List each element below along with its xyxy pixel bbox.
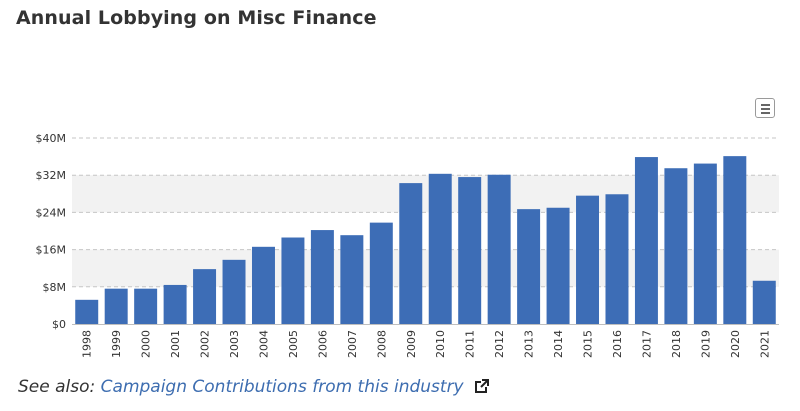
y-tick-label: $32M <box>36 169 67 182</box>
y-tick-label: $8M <box>43 281 67 294</box>
bar <box>752 280 776 324</box>
bar <box>487 174 511 324</box>
y-tick-label: $16M <box>36 244 67 257</box>
x-tick-label: 2002 <box>199 330 212 358</box>
bar <box>723 156 747 324</box>
campaign-contributions-link-text: Campaign Contributions from this industr… <box>100 377 464 397</box>
page-title: Annual Lobbying on Misc Finance <box>16 7 377 29</box>
hamburger-menu-icon-line <box>761 108 770 110</box>
bar <box>222 259 246 324</box>
hamburger-menu-icon-line <box>761 112 770 114</box>
bar <box>75 299 99 324</box>
y-tick-label: $40M <box>36 132 67 145</box>
x-tick-label: 2010 <box>434 330 447 358</box>
x-tick-label: 2004 <box>257 330 270 358</box>
x-tick-label: 2012 <box>493 330 506 358</box>
campaign-contributions-link[interactable]: Campaign Contributions from this industr… <box>100 377 490 397</box>
bar <box>369 222 393 324</box>
hamburger-menu-icon <box>761 104 770 106</box>
x-tick-label: 2020 <box>729 330 742 358</box>
x-tick-label: 2007 <box>346 330 359 358</box>
bar <box>634 157 658 324</box>
x-tick-label: 2019 <box>699 330 712 358</box>
x-tick-label: 2001 <box>169 330 182 358</box>
x-tick-label: 2003 <box>228 330 241 358</box>
x-tick-label: 2014 <box>552 330 565 358</box>
chart-menu-button[interactable] <box>755 98 775 118</box>
x-tick-label: 2008 <box>375 330 388 358</box>
bar <box>310 230 334 324</box>
x-tick-label: 2005 <box>287 330 300 358</box>
x-tick-label: 1998 <box>81 330 94 358</box>
bar <box>576 195 600 324</box>
bar <box>193 269 217 324</box>
x-tick-label: 2021 <box>758 330 771 358</box>
bar <box>251 246 275 324</box>
bar <box>399 183 423 324</box>
bar <box>605 194 629 324</box>
external-link-icon[interactable] <box>475 379 490 393</box>
x-tick-label: 2009 <box>405 330 418 358</box>
bar <box>546 207 570 324</box>
bar <box>517 209 541 324</box>
plot-band <box>72 175 779 213</box>
x-tick-label: 2011 <box>464 330 477 358</box>
bar <box>428 173 452 324</box>
see-also-line: See also: Campaign Contributions from th… <box>18 377 490 397</box>
bar <box>340 235 364 324</box>
bar <box>163 284 187 324</box>
bar <box>664 168 688 324</box>
x-tick-label: 2015 <box>582 330 595 358</box>
x-tick-label: 2013 <box>523 330 536 358</box>
see-also-prefix: See also: <box>18 377 96 397</box>
bar <box>134 288 158 324</box>
plot-band <box>72 249 779 287</box>
x-tick-label: 2016 <box>611 330 624 358</box>
bar <box>693 163 717 324</box>
bar <box>104 288 128 324</box>
x-tick-label: 2006 <box>316 330 329 358</box>
x-tick-label: 2017 <box>640 330 653 358</box>
y-tick-label: $0 <box>52 318 66 331</box>
bar <box>281 237 305 324</box>
x-tick-label: 2000 <box>140 330 153 358</box>
x-tick-label: 1999 <box>110 330 123 358</box>
bar <box>458 177 482 324</box>
y-tick-label: $24M <box>36 206 67 219</box>
x-tick-label: 2018 <box>670 330 683 358</box>
